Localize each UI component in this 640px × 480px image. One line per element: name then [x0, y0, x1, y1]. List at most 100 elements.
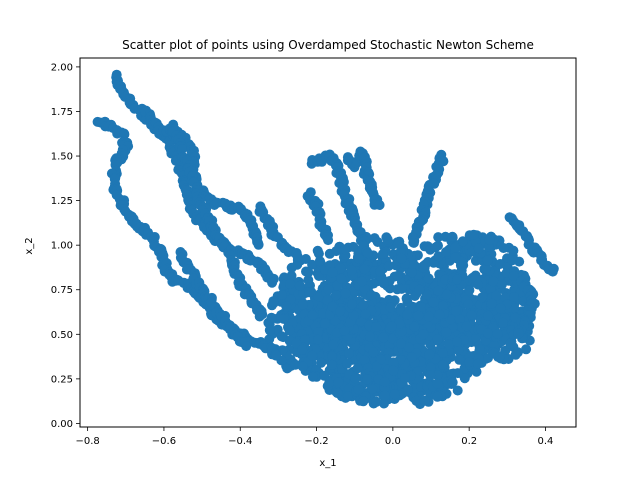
scatter-point: [371, 322, 382, 332]
scatter-point: [297, 361, 308, 372]
scatter-point: [336, 273, 347, 284]
scatter-point: [307, 350, 318, 361]
scatter-point: [356, 316, 367, 327]
scatter-point: [443, 339, 454, 350]
scatter-point: [271, 350, 281, 361]
scatter-point: [276, 290, 287, 300]
scatter-point: [371, 361, 382, 372]
scatter-point: [464, 285, 475, 296]
scatter-point: [482, 328, 493, 339]
scatter-point: [278, 313, 289, 324]
scatter-point: [433, 232, 444, 243]
scatter-point: [326, 359, 337, 370]
scatter-point: [339, 325, 350, 336]
scatter-point: [375, 354, 386, 365]
scatter-point: [406, 352, 417, 363]
x-axis: −0.8 −0.6 −0.4 −0.2 0.0 0.2 0.4: [75, 427, 553, 447]
scatter-point: [459, 373, 470, 384]
y-tick-label: 1.75: [51, 107, 73, 118]
scatter-point: [350, 373, 361, 384]
scatter-point: [292, 251, 303, 262]
scatter-point: [358, 300, 369, 311]
scatter-point: [441, 327, 452, 338]
scatter-point: [498, 317, 508, 328]
scatter-point: [432, 370, 443, 381]
scatter-point: [323, 235, 334, 246]
scatter-point: [388, 357, 399, 368]
scatter-point: [495, 303, 506, 314]
scatter-point: [366, 290, 377, 301]
scatter-point: [406, 267, 417, 278]
scatter-point: [388, 365, 399, 376]
y-tick-label: 1.50: [51, 152, 73, 163]
scatter-point: [279, 272, 290, 283]
scatter-point: [328, 339, 339, 350]
scatter-point: [474, 344, 485, 355]
scatter-point: [508, 245, 519, 256]
scatter-point: [364, 331, 375, 342]
scatter-point: [423, 273, 434, 284]
scatter-point: [430, 242, 441, 253]
scatter-point: [284, 325, 295, 336]
scatter-point: [331, 290, 342, 301]
scatter-point: [286, 262, 297, 273]
plot-area: [92, 69, 559, 410]
scatter-point: [323, 284, 334, 295]
scatter-point: [507, 255, 518, 266]
scatter-point: [377, 249, 388, 259]
scatter-point: [496, 279, 507, 290]
scatter-point: [266, 312, 277, 323]
scatter-point: [264, 325, 275, 336]
scatter-point: [333, 377, 344, 388]
scatter-point: [385, 302, 396, 313]
y-tick-label: 0.50: [51, 330, 73, 341]
x-tick-label: 0.0: [385, 436, 401, 447]
scatter-point: [324, 377, 335, 388]
scatter-point: [313, 291, 324, 302]
scatter-point: [332, 388, 343, 399]
scatter-point: [303, 267, 314, 278]
scatter-point: [447, 377, 458, 388]
scatter-point: [340, 244, 350, 255]
scatter-point: [382, 234, 393, 245]
scatter-point: [434, 309, 445, 320]
x-tick-label: 0.2: [461, 436, 477, 447]
scatter-point: [447, 231, 458, 242]
scatter-point: [477, 292, 488, 303]
x-tick-label: −0.4: [228, 436, 252, 447]
scatter-point: [335, 306, 346, 317]
scatter-point: [327, 301, 338, 312]
scatter-point: [472, 358, 483, 369]
scatter-point: [452, 274, 462, 285]
scatter-point: [331, 246, 342, 257]
scatter-point: [437, 359, 448, 370]
scatter-point: [491, 290, 502, 301]
scatter-point: [346, 265, 357, 276]
y-axis-label: x_2: [24, 237, 35, 254]
scatter-point: [403, 342, 414, 353]
scatter-point: [409, 321, 420, 332]
scatter-point: [362, 374, 373, 385]
scatter-point: [395, 338, 406, 349]
x-tick-label: −0.2: [304, 436, 328, 447]
scatter-point: [347, 299, 358, 310]
scatter-point: [386, 321, 397, 332]
scatter-point: [313, 334, 323, 345]
scatter-point: [372, 237, 383, 247]
scatter-point: [374, 200, 385, 210]
scatter-point: [320, 318, 330, 329]
scatter-point: [463, 299, 474, 310]
scatter-point: [495, 259, 506, 269]
scatter-point: [432, 391, 443, 402]
scatter-point: [441, 247, 451, 257]
y-tick-label: 0.75: [51, 285, 73, 296]
scatter-point: [393, 239, 404, 250]
scatter-point: [548, 263, 559, 274]
scatter-point: [379, 377, 390, 388]
scatter-point: [473, 279, 484, 290]
scatter-point: [401, 293, 412, 304]
scatter-point: [354, 253, 365, 264]
scatter-point: [253, 239, 264, 250]
scatter-point: [402, 309, 413, 320]
